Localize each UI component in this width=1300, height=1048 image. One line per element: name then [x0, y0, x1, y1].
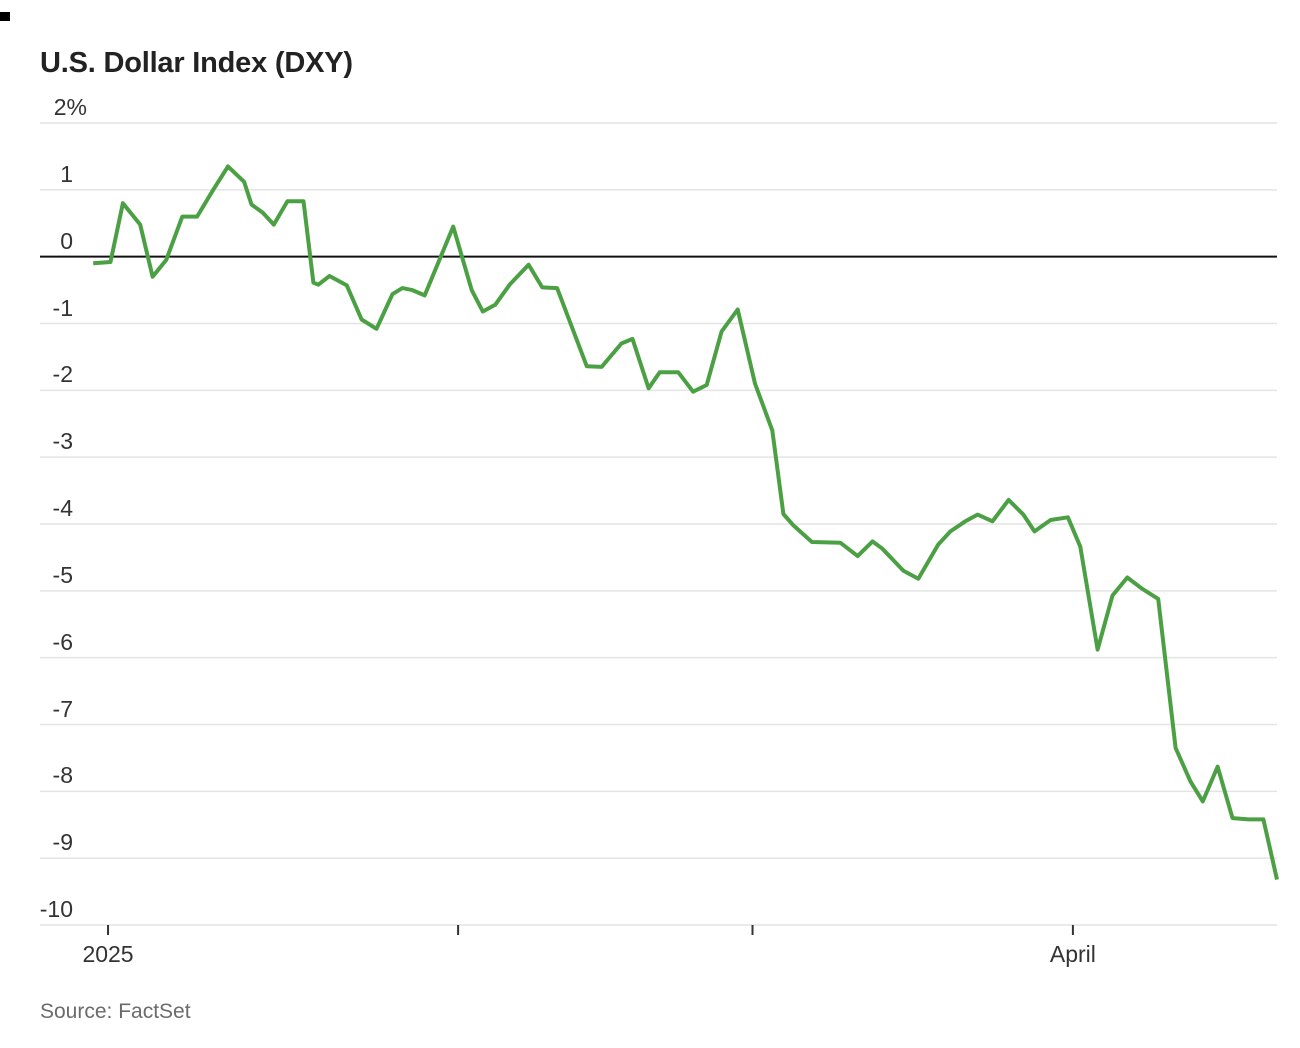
y-axis-label: -4 — [52, 495, 73, 521]
line-chart-plot — [40, 122, 1279, 935]
y-axis-label: -3 — [52, 428, 73, 455]
y-axis-label: 1 — [60, 160, 73, 187]
y-axis-label: 2% — [53, 94, 87, 120]
x-axis-label: 2025 — [82, 941, 134, 967]
y-axis-label: -2 — [52, 361, 73, 388]
y-axis-label: -5 — [52, 561, 73, 588]
y-axis-label: 0 — [60, 227, 73, 254]
dxy-series-line — [93, 164, 1279, 881]
y-axis-label: -6 — [52, 628, 73, 655]
y-axis-label: -9 — [52, 829, 73, 856]
x-axis-label: April — [1049, 941, 1096, 967]
y-axis-label: -7 — [52, 695, 73, 722]
y-axis-label: -8 — [52, 762, 73, 789]
y-axis-label: -10 — [39, 896, 73, 922]
y-axis-label: -1 — [52, 294, 73, 321]
source-note: Source: FactSet — [40, 1000, 191, 1023]
accent-bar — [0, 12, 10, 21]
chart-title: U.S. Dollar Index (DXY) — [40, 47, 353, 80]
